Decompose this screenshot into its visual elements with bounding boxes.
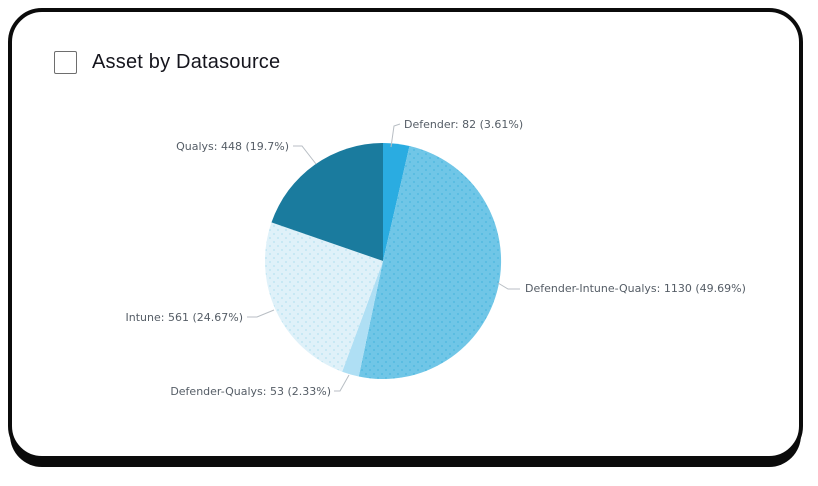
title-checkbox[interactable] (54, 51, 77, 74)
leader-line-defender-intune-qualys (497, 282, 520, 290)
slice-label-defender-intune-qualys: Defender-Intune-Qualys: 1130 (49.69%) (525, 282, 746, 295)
leader-line-qualys (293, 145, 317, 165)
pie-slice-intune[interactable] (264, 222, 383, 372)
pie-slice-defender[interactable] (383, 143, 410, 261)
leader-line-intune (247, 309, 275, 318)
slice-label-defender-qualys: Defender-Qualys: 53 (2.33%) (170, 385, 331, 398)
leader-line-defender-qualys (334, 374, 350, 392)
pie-slice-defender-qualys[interactable] (342, 261, 383, 377)
page-title: Asset by Datasource (92, 51, 281, 73)
pie-slice-qualys[interactable] (271, 143, 383, 261)
leader-line-defender (390, 123, 401, 148)
slice-label-qualys: Qualys: 448 (19.7%) (176, 140, 289, 153)
pie-slice-defender-intune-qualys[interactable] (358, 146, 502, 380)
slice-label-intune: Intune: 561 (24.67%) (126, 311, 243, 324)
card-header: Asset by Datasource (54, 51, 280, 74)
pie-slices-group (264, 143, 502, 380)
slice-label-defender: Defender: 82 (3.61%) (404, 118, 523, 131)
